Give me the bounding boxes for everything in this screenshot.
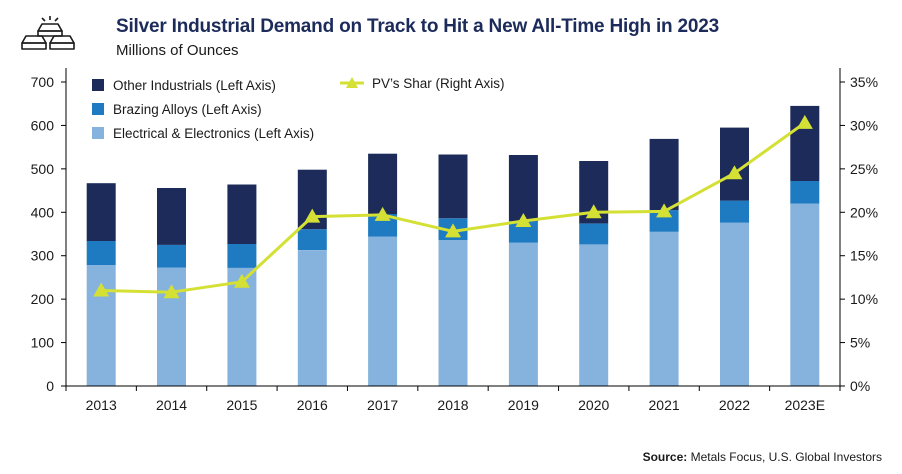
bar-other-2019 [508,155,538,221]
legend-label-2: Electrical & Electronics (Left Axis) [113,126,314,141]
bar-electrical-2020 [579,244,609,386]
bar-other-2013 [86,183,116,241]
pv-share-point-2020 [585,204,602,219]
x-tick-label-2023E: 2023E [785,397,825,413]
x-tick-label-2019: 2019 [508,397,539,413]
legend: Other Industrials (Left Axis) Brazing All… [92,76,505,141]
pv-share-point-2013 [93,282,110,297]
legend-swatch-2 [92,127,104,139]
legend-label-pv: PV’s Shar (Right Axis) [372,76,505,91]
left-tick-label: 0 [46,378,54,394]
bar-brazing-2015 [227,244,257,268]
bar-electrical-2019 [508,242,538,386]
axes-layer: 0 100 200 300 400 500 600 700 0% 5% 10% 15% 20% 25% 30… [31,68,878,413]
pv-share-point-2018 [445,223,461,238]
chart-header: Silver Industrial Demand on Track to Hit… [20,12,880,62]
bar-other-2017 [368,153,398,215]
right-tick-label: 10% [850,291,878,307]
x-tick-label-2021: 2021 [649,397,680,413]
left-tick-label: 600 [31,117,55,133]
legend-label-0: Other Industrials (Left Axis) [113,78,276,93]
bar-electrical-2018 [438,240,468,386]
right-tick-label: 15% [850,248,878,264]
bar-electrical-2022 [720,222,749,386]
right-tick-label: 25% [850,161,878,177]
left-tick-label: 200 [31,291,55,307]
pv-share-point-2023E [796,114,813,129]
pv-share-point-2021 [656,203,673,218]
left-tick-label: 300 [31,248,55,264]
bar-brazing-2020 [579,223,609,245]
legend-marker-pv [346,77,358,88]
legend-label-1: Brazing Alloys (Left Axis) [113,102,262,117]
left-tick-label: 700 [31,74,55,90]
bar-electrical-2017 [368,236,398,386]
pv-share-point-2022 [726,165,743,180]
x-tick-label-2014: 2014 [156,397,187,413]
x-tick-label-2018: 2018 [437,397,468,413]
left-tick-label: 500 [31,161,55,177]
legend-swatch-1 [92,103,104,115]
right-tick-label: 35% [850,74,878,90]
bar-electrical-2016 [297,250,327,386]
bar-electrical-2023E [790,203,820,386]
source-text: Metals Focus, U.S. Global Investors [690,450,882,464]
bar-brazing-2021 [649,210,679,232]
bar-other-2014 [157,188,186,245]
legend-swatch-0 [92,79,104,91]
pv-share-point-2015 [233,273,250,288]
silver-bars-icon [21,16,75,50]
left-tick-label: 100 [31,335,55,351]
bars-layer [86,105,820,386]
left-tick-label: 400 [31,204,55,220]
x-tick-label-2017: 2017 [367,397,398,413]
source-label: Source: [642,450,688,464]
pv-share-point-2016 [304,208,321,223]
bar-other-2022 [720,127,749,201]
pv-share-point-2014 [163,284,180,299]
bar-electrical-2021 [649,231,679,386]
bar-other-2018 [438,154,468,219]
x-tick-label-2022: 2022 [719,397,750,413]
x-tick-label-2016: 2016 [297,397,328,413]
bar-other-2015 [227,184,257,244]
pv-line-layer [93,114,813,299]
x-tick-label-2020: 2020 [578,397,609,413]
bar-brazing-2023E [790,181,820,204]
right-tick-label: 0% [850,378,870,394]
right-tick-label: 30% [850,117,878,133]
right-tick-label: 5% [850,335,870,351]
bar-brazing-2013 [86,240,116,266]
right-tick-label: 20% [850,204,878,220]
x-tick-label-2013: 2013 [86,397,117,413]
x-tick-label-2015: 2015 [226,397,257,413]
source-note: Source: Metals Focus, U.S. Global Invest… [643,450,882,464]
bar-other-2021 [649,138,679,211]
bar-brazing-2014 [157,244,186,268]
chart-subtitle: Millions of Ounces [116,42,239,59]
bar-brazing-2022 [720,200,749,223]
bar-brazing-2016 [297,229,327,250]
pv-share-point-2019 [515,212,532,227]
chart-title: Silver Industrial Demand on Track to Hit… [116,16,720,37]
pv-share-point-2017 [374,206,391,221]
